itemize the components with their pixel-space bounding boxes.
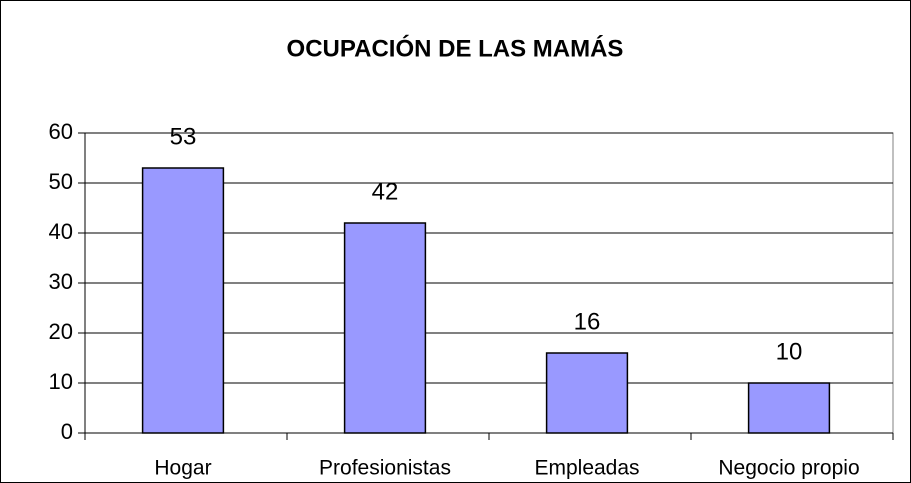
x-tick-label: Profesionistas [319,457,451,480]
y-tick-label: 0 [61,419,73,444]
bar [747,382,831,434]
y-tick-label: 50 [49,169,73,194]
bar [141,167,225,434]
x-tick-label: Hogar [154,457,211,480]
x-tick-label: Empleadas [534,457,639,480]
y-tick-label: 20 [49,319,73,344]
data-label: 16 [574,308,601,335]
data-label: 53 [170,123,197,150]
bar [343,222,427,434]
y-tick-label: 10 [49,369,73,394]
bar [545,352,629,434]
y-tick-label: 40 [49,219,73,244]
data-label: 10 [776,338,803,365]
data-label: 42 [372,178,399,205]
y-tick-label: 30 [49,269,73,294]
y-tick-label: 60 [49,119,73,144]
x-tick-label: Negocio propio [718,457,859,480]
chart-title: OCUPACIÓN DE LAS MAMÁS [287,34,624,62]
